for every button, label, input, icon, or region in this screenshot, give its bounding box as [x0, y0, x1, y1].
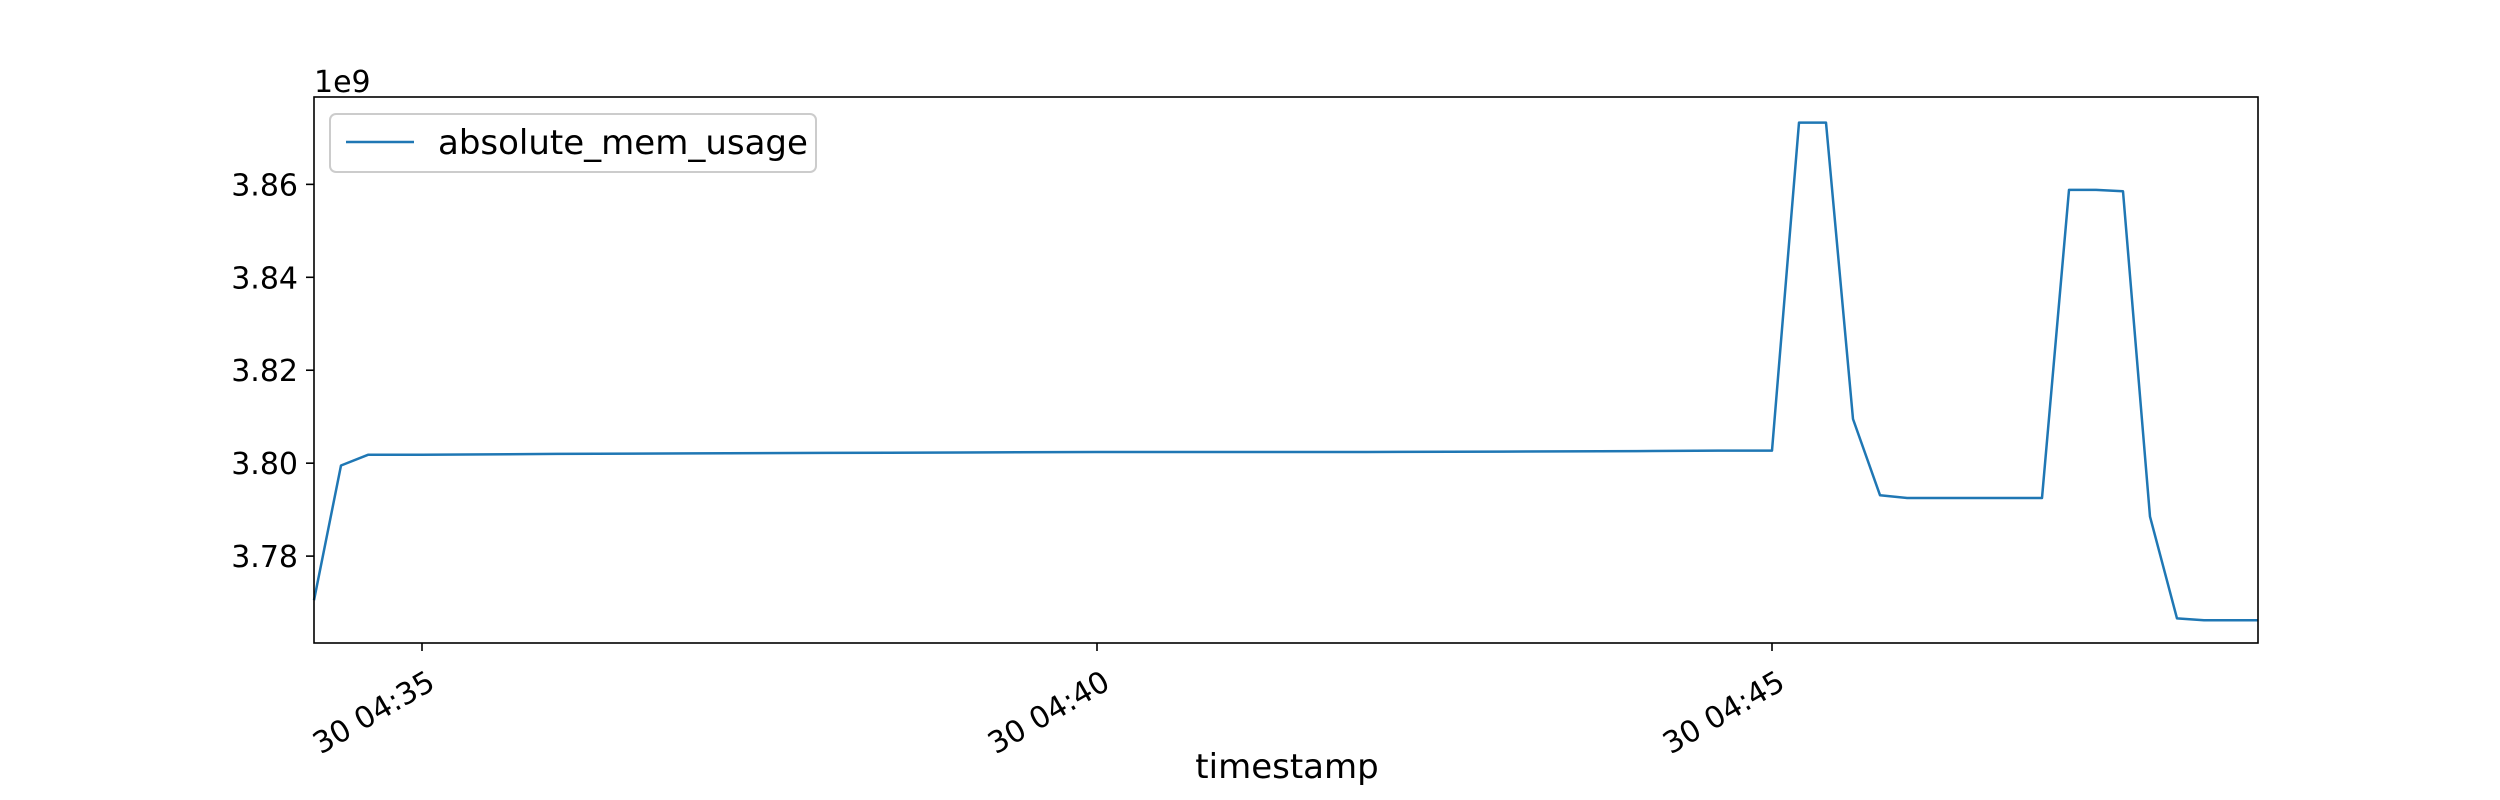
y-tick-label: 3.80	[231, 447, 298, 482]
plot-area	[312, 121, 2258, 622]
x-axis-label: timestamp	[1195, 747, 1378, 787]
y-tick-label: 3.84	[231, 261, 298, 296]
y-offset-label: 1e9	[314, 65, 371, 100]
legend: absolute_mem_usage	[329, 113, 817, 173]
y-tick-label: 3.82	[231, 354, 298, 389]
axes-frame	[313, 96, 2259, 644]
x-tick-label: 30 04:45	[1657, 664, 1791, 761]
legend-box	[329, 113, 817, 173]
y-tick-label: 3.78	[231, 540, 298, 575]
x-tick-label: 30 04:35	[307, 664, 441, 761]
legend-entry-absolute-mem-usage: absolute_mem_usage	[438, 123, 808, 163]
axes: 3.78 3.80 3.82 3.84 3.86 30 04:35 30 04:40 30 0…	[231, 96, 2259, 762]
x-tick-label: 30 04:40	[982, 664, 1116, 761]
series-line-absolute-mem-usage	[312, 121, 2258, 622]
y-tick-label: 3.86	[231, 168, 298, 203]
